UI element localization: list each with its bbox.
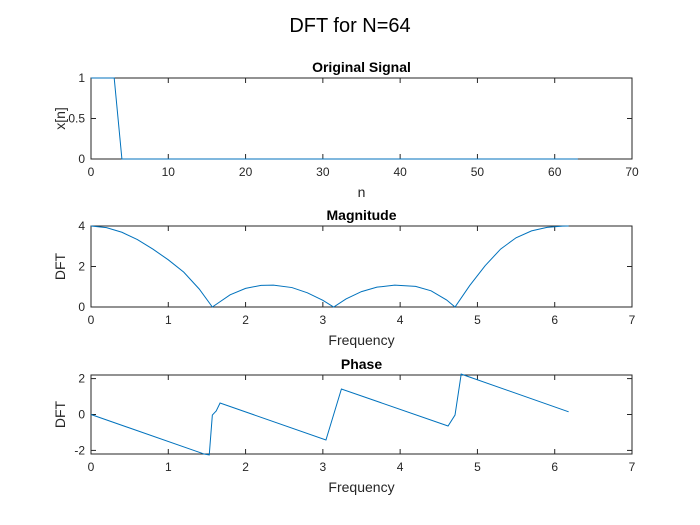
original-signal-xtick-label: 50 [471, 165, 485, 179]
phase-ytick-label: -2 [74, 443, 85, 457]
phase-ytick-label: 0 [78, 408, 85, 422]
original-signal-xtick-label: 0 [88, 165, 95, 179]
magnitude-xtick-label: 6 [551, 313, 558, 327]
original-signal-title: Original Signal [312, 59, 411, 75]
original-signal-ytick-label: 0 [78, 152, 85, 166]
original-signal-ytick-label: 1 [78, 71, 85, 85]
figure-title: DFT for N=64 [289, 15, 410, 37]
original-signal-xtick-label: 20 [239, 165, 253, 179]
original-signal-xlabel: n [358, 184, 366, 200]
magnitude-xtick-label: 7 [629, 313, 636, 327]
axes-magnitude: 0 1 2 3 4 5 6 7 0 2 4 Magnitude Frequency DFT [52, 207, 636, 348]
magnitude-xtick-label: 3 [320, 313, 327, 327]
phase-xtick-label: 2 [242, 460, 249, 474]
phase-series-line [90, 373, 569, 456]
magnitude-xlabel: Frequency [328, 332, 394, 348]
magnitude-ytick-label: 2 [78, 260, 85, 274]
magnitude-xtick-label: 2 [242, 313, 249, 327]
phase-xtick-label: 3 [320, 460, 327, 474]
original-signal-ylabel: x[n] [52, 107, 68, 130]
magnitude-xtick-label: 4 [397, 313, 404, 327]
original-signal-ytick-label: 0.5 [68, 112, 85, 126]
magnitude-xtick-label: 5 [474, 313, 481, 327]
magnitude-ytick-label: 4 [78, 219, 85, 233]
original-signal-xtick-label: 10 [162, 165, 176, 179]
magnitude-xtick-label: 0 [88, 313, 95, 327]
original-signal-xtick-label: 30 [316, 165, 330, 179]
original-signal-plot-area [90, 77, 633, 160]
magnitude-series-line [90, 225, 569, 308]
phase-plot-area [90, 374, 633, 455]
phase-xtick-label: 4 [397, 460, 404, 474]
original-signal-xtick-label: 40 [393, 165, 407, 179]
magnitude-ylabel: DFT [52, 252, 68, 280]
phase-xtick-label: 0 [88, 460, 95, 474]
phase-ytick-label: 2 [78, 372, 85, 386]
magnitude-xtick-label: 1 [165, 313, 172, 327]
axes-original-signal: 0 10 20 30 40 50 60 70 0 0.5 1 Original Signal n x[n] [52, 59, 639, 200]
phase-ylabel: DFT [52, 400, 68, 428]
original-signal-xtick-label: 60 [548, 165, 562, 179]
phase-xtick-label: 1 [165, 460, 172, 474]
phase-xtick-label: 7 [629, 460, 636, 474]
magnitude-plot-area [90, 225, 633, 308]
magnitude-title: Magnitude [327, 207, 397, 223]
phase-title: Phase [341, 356, 382, 372]
original-signal-series-line [91, 77, 578, 160]
phase-xlabel: Frequency [328, 479, 394, 495]
original-signal-xtick-label: 70 [625, 165, 639, 179]
phase-xtick-label: 5 [474, 460, 481, 474]
magnitude-ytick-label: 0 [78, 300, 85, 314]
phase-xtick-label: 6 [551, 460, 558, 474]
